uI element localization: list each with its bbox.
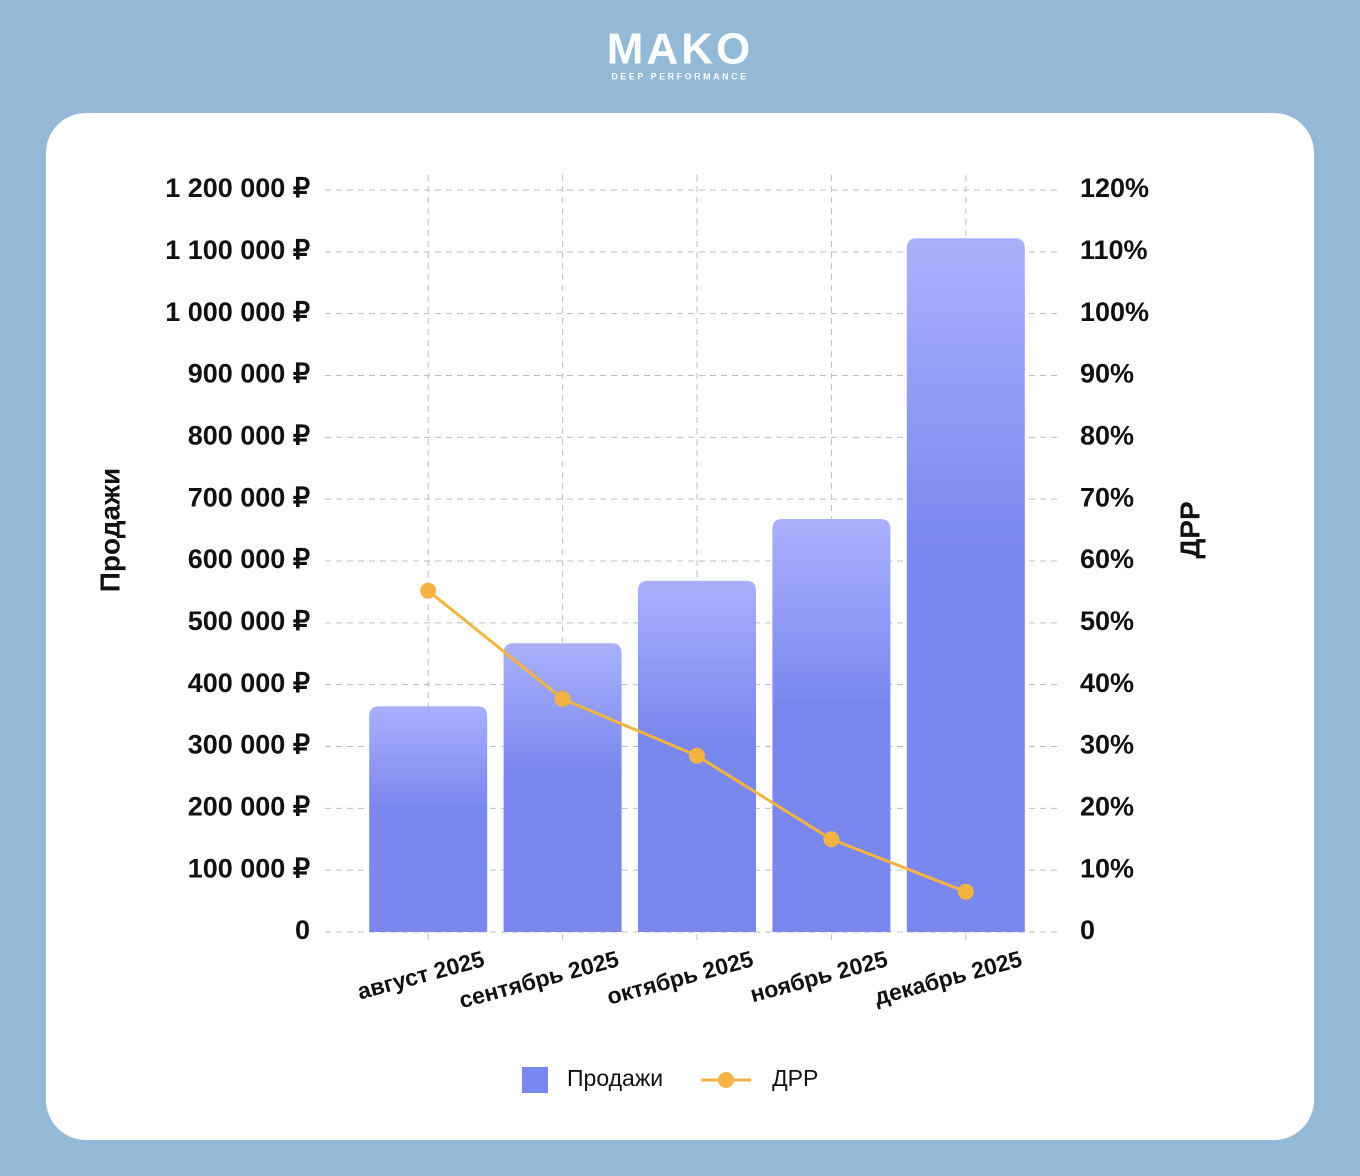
y2-tick-label: 10% <box>1080 853 1134 883</box>
bar <box>369 706 488 932</box>
y2-tick-label: 40% <box>1080 668 1134 698</box>
y2-tick-label: 90% <box>1080 359 1134 389</box>
line-point <box>957 883 974 900</box>
logo: MAKO <box>607 25 753 74</box>
y2-axis-title: ДРР <box>1174 501 1205 558</box>
y-tick-label: 1 000 000 ₽ <box>165 297 310 327</box>
y-tick-label: 300 000 ₽ <box>188 730 310 760</box>
y2-tick-label: 110% <box>1080 235 1148 265</box>
y-tick-label: 600 000 ₽ <box>188 544 310 574</box>
tagline: DEEP PERFORMANCE <box>611 71 748 81</box>
y2-tick-label: 80% <box>1080 420 1134 450</box>
y-tick-label: 700 000 ₽ <box>188 482 310 512</box>
bar <box>772 518 891 932</box>
y2-tick-label: 60% <box>1080 544 1134 574</box>
bar <box>503 643 622 932</box>
legend-swatch <box>522 1067 548 1093</box>
y-axis-title: Продажи <box>94 468 125 592</box>
y-tick-label: 200 000 ₽ <box>188 791 310 821</box>
legend-label: ДРР <box>772 1065 818 1091</box>
y2-tick-label: 100% <box>1080 297 1149 327</box>
line-point <box>420 582 437 599</box>
y2-tick-label: 120% <box>1080 173 1149 203</box>
y-tick-label: 500 000 ₽ <box>188 606 310 636</box>
legend-swatch-dot <box>718 1072 735 1088</box>
line-point <box>689 747 705 764</box>
y-tick-label: 800 000 ₽ <box>188 420 310 450</box>
line-point <box>823 831 840 848</box>
y2-tick-label: 70% <box>1080 482 1134 512</box>
y-tick-label: 1 200 000 ₽ <box>165 173 310 203</box>
y-tick-label: 1 100 000 ₽ <box>165 235 310 265</box>
y-tick-label: 0 <box>295 915 310 945</box>
bar <box>906 238 1025 933</box>
y2-tick-label: 30% <box>1080 730 1134 760</box>
y2-tick-label: 50% <box>1080 606 1134 636</box>
y-tick-label: 900 000 ₽ <box>188 359 310 389</box>
y2-tick-label: 20% <box>1080 791 1134 821</box>
line-point <box>554 690 571 707</box>
y2-tick-label: 0 <box>1080 915 1095 945</box>
legend-label: Продажи <box>567 1065 663 1091</box>
y-tick-label: 100 000 ₽ <box>188 853 310 883</box>
y-tick-label: 400 000 ₽ <box>188 668 310 698</box>
